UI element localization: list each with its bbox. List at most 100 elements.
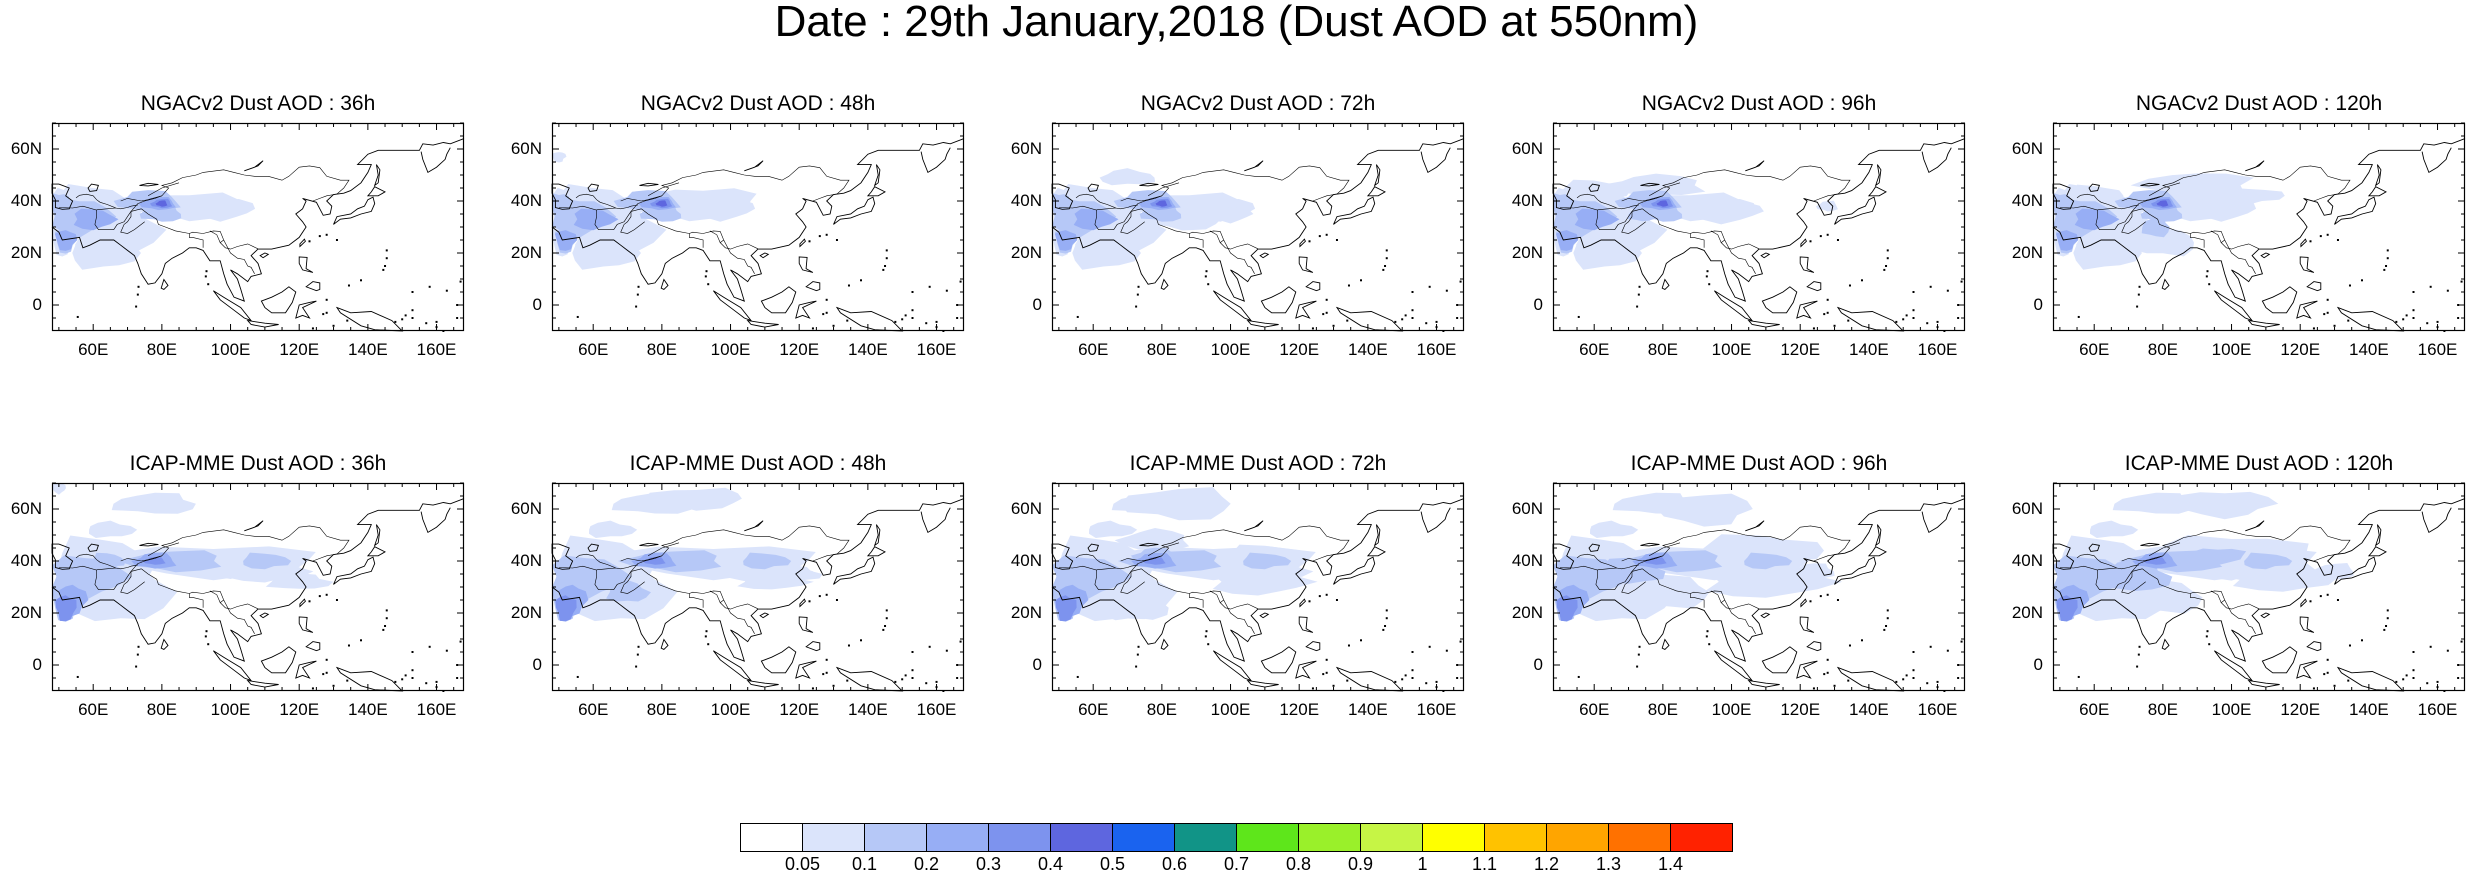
island: [385, 257, 388, 260]
island: [911, 669, 914, 672]
coastline: [1588, 543, 1600, 552]
coastline: [1051, 183, 1074, 210]
country-border: [723, 599, 755, 634]
island: [1136, 293, 1139, 296]
lon-tick-label: 60E: [1078, 700, 1109, 719]
coastline: [1246, 319, 1279, 328]
island: [2312, 327, 2315, 330]
country-border: [630, 525, 850, 572]
country-border: [223, 239, 255, 274]
coastline: [295, 660, 317, 679]
country-border: [58, 205, 142, 230]
country-border: [2210, 590, 2222, 603]
aod-contour: [737, 573, 814, 590]
coastline: [1299, 598, 1306, 608]
coastline: [587, 543, 599, 552]
map-ngacv2-96h: [1552, 122, 1966, 332]
map-frame: [1552, 482, 1966, 692]
island: [636, 653, 639, 656]
coastline: [920, 147, 951, 174]
colorbar-swatch: [988, 823, 1051, 852]
coastline: [799, 238, 806, 248]
island: [311, 327, 314, 330]
country-border: [1120, 571, 1145, 594]
lon-tick-label: 140E: [348, 700, 388, 719]
lon-tick-label: 80E: [1647, 700, 1678, 719]
coastline: [2245, 520, 2265, 532]
aod-contour: [555, 595, 577, 622]
island: [394, 320, 397, 323]
island: [2137, 293, 2140, 296]
island: [2326, 233, 2329, 236]
island: [822, 313, 825, 316]
dust-field: [52, 184, 256, 270]
island: [1346, 679, 1349, 682]
lat-tick-label: 40N: [1010, 551, 1042, 570]
island: [1425, 682, 1428, 685]
island: [825, 593, 828, 596]
island: [635, 665, 638, 668]
island: [1833, 684, 1836, 687]
island: [911, 651, 914, 653]
island: [346, 679, 349, 682]
island: [2405, 674, 2408, 677]
island: [1936, 680, 1939, 683]
island: [207, 643, 210, 646]
island: [2412, 317, 2415, 319]
country-border: [647, 542, 680, 557]
country-border: [1120, 195, 1162, 202]
lat-tick-label: 20N: [510, 243, 542, 262]
island: [1204, 275, 1207, 278]
colorbar-label: 0.4: [1037, 854, 1064, 874]
island: [1885, 625, 1888, 627]
coastline: [1299, 238, 1306, 248]
island: [832, 684, 835, 687]
country-border: [2131, 525, 2351, 572]
lon-tick-label: 80E: [146, 340, 177, 359]
coastline: [660, 638, 669, 650]
lat-tick-label: 60N: [2011, 499, 2043, 518]
colorbar-label: 0.3: [975, 854, 1002, 874]
coastline: [1640, 542, 1660, 547]
island: [1347, 284, 1350, 287]
coastline: [1588, 183, 1600, 192]
aod-contour: [186, 199, 256, 222]
lon-tick-label: 100E: [2211, 340, 2252, 359]
coastline: [920, 507, 951, 534]
aod-contour: [2090, 520, 2139, 538]
island: [825, 671, 828, 674]
lon-tick-label: 140E: [1348, 700, 1388, 719]
island: [1205, 270, 1208, 273]
island: [411, 317, 414, 319]
coastline: [2088, 543, 2100, 552]
island: [1445, 649, 1448, 652]
island: [2383, 268, 2386, 271]
island: [1637, 653, 1640, 656]
aod-contour: [1052, 193, 1070, 211]
dust-field: [1553, 173, 1838, 270]
country-border: [75, 553, 116, 569]
island: [860, 279, 862, 282]
island: [1833, 324, 1836, 327]
panel-title-ngacv2-72h: NGACv2 Dust AOD : 72h: [1140, 92, 1376, 115]
lon-tick-label: 100E: [710, 700, 751, 719]
coastlines: [1552, 498, 1966, 692]
coastline: [1761, 646, 1798, 674]
island: [347, 644, 350, 647]
island: [846, 319, 849, 322]
island: [2412, 291, 2415, 293]
lat-tick-label: 20N: [1010, 243, 1042, 262]
lat-tick-label: 0: [532, 295, 542, 314]
island: [401, 678, 404, 681]
coastline: [1298, 616, 1314, 633]
island: [1708, 283, 1711, 286]
island: [1325, 298, 1328, 301]
aod-contour: [2140, 205, 2183, 222]
coastline: [139, 182, 159, 187]
coastline: [2299, 616, 2315, 633]
coastline: [1333, 196, 1376, 225]
island: [76, 675, 79, 678]
coastline: [2140, 542, 2160, 547]
lat-tick-label: 60N: [510, 499, 542, 518]
map-frame: [1051, 482, 1465, 692]
